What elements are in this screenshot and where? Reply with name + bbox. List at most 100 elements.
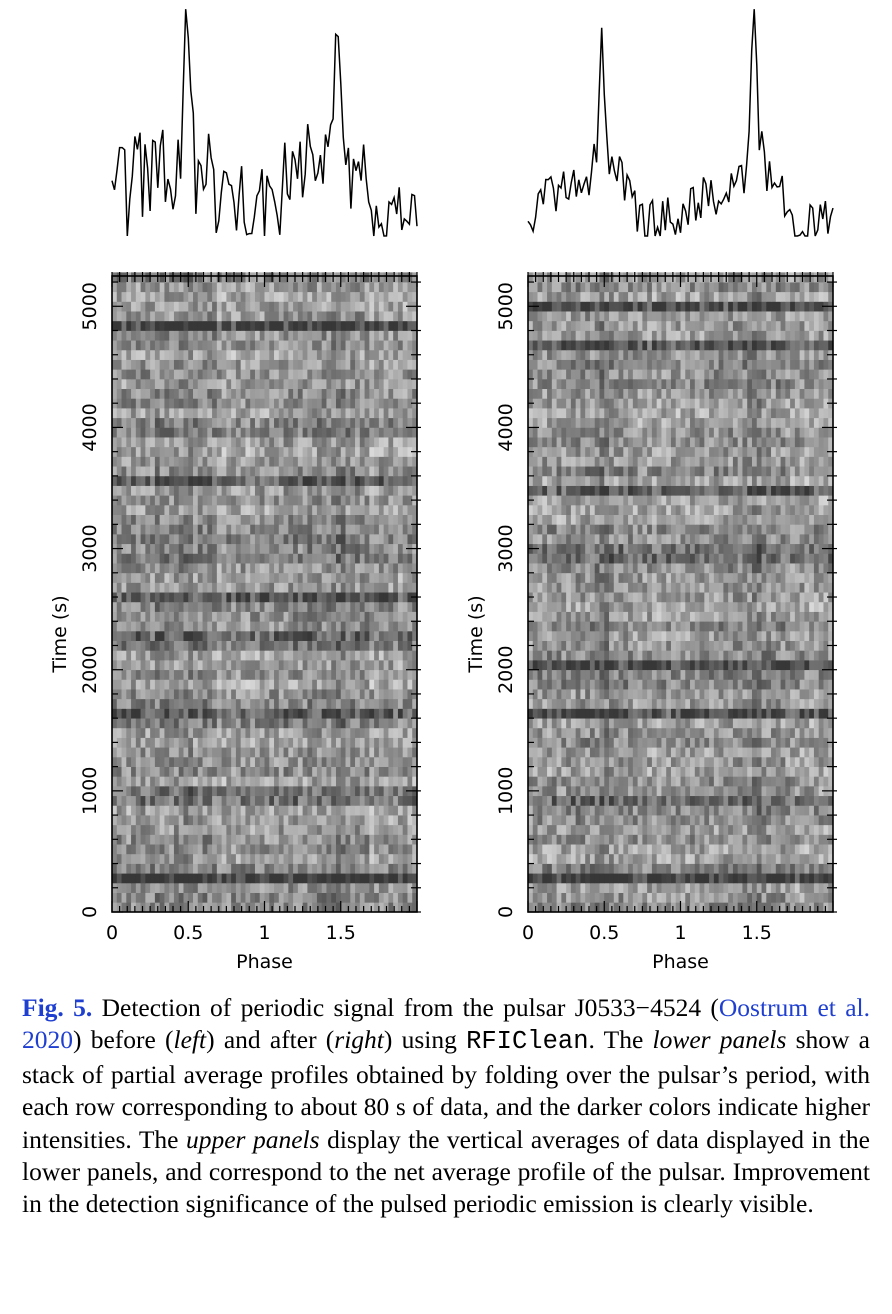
- heatmap-cell: [364, 572, 370, 583]
- heatmap-cell: [799, 853, 805, 864]
- heatmap-cell: [378, 388, 385, 399]
- heatmap-cell: [288, 398, 294, 409]
- heatmap-cell: [250, 766, 256, 777]
- heatmap-cell: [340, 630, 346, 641]
- heatmap-cell: [245, 291, 251, 302]
- heatmap-cell: [307, 815, 313, 826]
- heatmap-cell: [383, 543, 389, 554]
- heatmap-cell: [178, 291, 184, 302]
- heatmap-cell: [402, 795, 408, 806]
- heatmap-cell: [412, 660, 418, 671]
- heatmap-cell: [235, 301, 242, 312]
- heatmap-cell: [145, 824, 151, 835]
- heatmap-cell: [269, 282, 275, 293]
- heatmap-cell: [383, 534, 389, 545]
- heatmap-cell: [116, 446, 122, 457]
- heatmap-cell: [297, 795, 304, 806]
- heatmap-cell: [312, 388, 318, 399]
- heatmap-cell: [388, 630, 394, 641]
- heatmap-cell: [245, 504, 251, 515]
- heatmap-cell: [231, 679, 237, 690]
- heatmap-cell: [126, 572, 132, 583]
- heatmap-cell: [226, 660, 232, 671]
- heatmap-cell: [278, 815, 284, 826]
- heatmap-cell: [383, 601, 389, 612]
- heatmap-cell: [355, 524, 361, 535]
- heatmap-cell: [112, 417, 118, 428]
- heatmap-cell: [207, 786, 213, 797]
- heatmap-cell: [121, 320, 127, 331]
- heatmap-cell: [197, 272, 203, 283]
- heatmap-cell: [651, 844, 658, 855]
- heatmap-cell: [212, 475, 218, 486]
- heatmap-cell: [226, 892, 232, 903]
- heatmap-cell: [264, 708, 270, 719]
- heatmap-cell: [221, 456, 227, 467]
- heatmap-cell: [335, 737, 342, 748]
- heatmap-cell: [297, 504, 304, 515]
- heatmap-cell: [278, 514, 284, 525]
- heatmap-cell: [383, 844, 389, 855]
- heatmap-cell: [412, 679, 418, 690]
- heatmap-cell: [312, 834, 318, 845]
- heatmap-cell: [164, 378, 170, 390]
- heatmap-cell: [245, 708, 251, 719]
- heatmap-cell: [245, 301, 251, 312]
- heatmap-cell: [293, 853, 299, 864]
- heatmap-cell: [393, 475, 399, 486]
- heatmap-cell: [145, 621, 151, 632]
- heatmap-cell: [580, 892, 586, 903]
- heatmap-cell: [221, 834, 227, 845]
- heatmap-cell: [169, 902, 175, 913]
- heatmap-cell: [775, 834, 781, 845]
- heatmap-cell: [193, 369, 199, 380]
- heatmap-cell: [278, 853, 284, 864]
- heatmap-cell: [278, 475, 284, 486]
- heatmap-cell: [378, 456, 385, 467]
- heatmap-cell: [245, 437, 251, 448]
- heatmap-cell: [704, 853, 710, 864]
- heatmap-cell: [288, 408, 294, 419]
- heatmap-cell: [188, 766, 194, 777]
- heatmap-cell: [340, 844, 346, 855]
- heatmap-cell: [245, 863, 251, 874]
- heatmap-cell: [383, 834, 389, 845]
- heatmap-cell: [207, 630, 213, 641]
- heatmap-cell: [135, 882, 141, 893]
- heatmap-cell: [383, 349, 389, 360]
- heatmap-cell: [397, 408, 404, 419]
- heatmap-cell: [302, 272, 308, 283]
- heatmap-cell: [154, 378, 161, 390]
- heatmap-cell: [197, 485, 203, 496]
- heatmap-cell: [254, 611, 261, 622]
- heatmap-cell: [159, 466, 165, 477]
- heatmap-cell: [154, 495, 161, 506]
- heatmap-cell: [240, 834, 246, 845]
- heatmap-cell: [221, 611, 227, 622]
- heatmap-cell: [699, 873, 705, 884]
- heatmap-cell: [169, 563, 175, 574]
- heatmap-cell: [350, 417, 356, 428]
- heatmap-cell: [407, 766, 413, 777]
- heatmap-cell: [145, 902, 151, 913]
- heatmap-cell: [326, 475, 332, 486]
- heatmap-cell: [407, 805, 413, 816]
- heatmap-cell: [402, 563, 408, 574]
- heatmap-cell: [274, 330, 280, 341]
- heatmap-cell: [340, 747, 346, 758]
- heatmap-cell: [751, 853, 758, 864]
- heatmap-cell: [383, 863, 389, 874]
- heatmap-cell: [197, 349, 203, 360]
- heatmap-cell: [193, 863, 199, 874]
- heatmap-cell: [302, 398, 308, 409]
- heatmap-cell: [699, 844, 705, 855]
- heatmap-cell: [340, 786, 346, 797]
- heatmap-cell: [150, 766, 156, 777]
- heatmap-cell: [340, 301, 346, 312]
- heatmap-cell: [316, 408, 323, 419]
- heatmap-cell: [259, 747, 265, 758]
- heatmap-cell: [326, 456, 332, 467]
- heatmap-cell: [178, 776, 184, 787]
- heatmap-cell: [207, 572, 213, 583]
- heatmap-cell: [183, 417, 189, 428]
